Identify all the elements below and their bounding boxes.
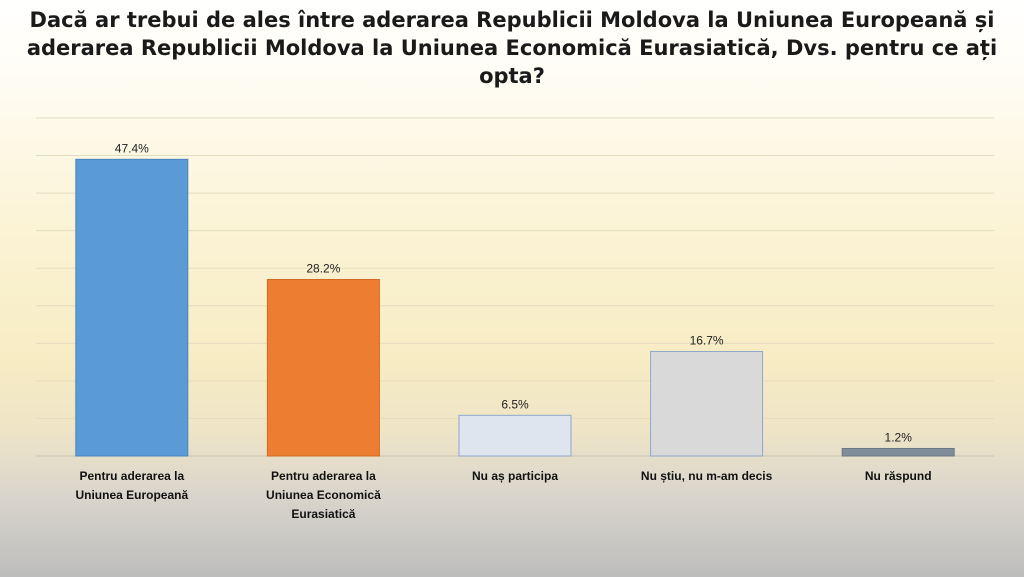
category-label: Nu răspund (865, 469, 932, 483)
bar (458, 414, 572, 457)
category-label: Eurasiatică (291, 507, 355, 521)
bar-value-label: 28.2% (306, 261, 340, 275)
category-label: Uniunea Europeană (75, 488, 188, 502)
bar (650, 350, 764, 457)
bar (266, 278, 380, 457)
category-label: Nu știu, nu m-am decis (641, 469, 773, 483)
bar (841, 447, 955, 457)
chart-title: Dacă ar trebui de ales între aderarea Re… (26, 8, 998, 88)
category-label: Pentru aderarea la (271, 469, 376, 483)
bar-value-label: 16.7% (690, 333, 724, 347)
bar-value-label: 47.4% (115, 141, 149, 155)
bar-value-label: 1.2% (885, 430, 913, 444)
bar-value-label: 6.5% (501, 397, 529, 411)
category-label: Pentru aderarea la (79, 469, 184, 483)
category-label: Uniunea Economică (266, 488, 381, 502)
category-label: Nu aș participa (472, 469, 558, 483)
bar (75, 158, 189, 457)
